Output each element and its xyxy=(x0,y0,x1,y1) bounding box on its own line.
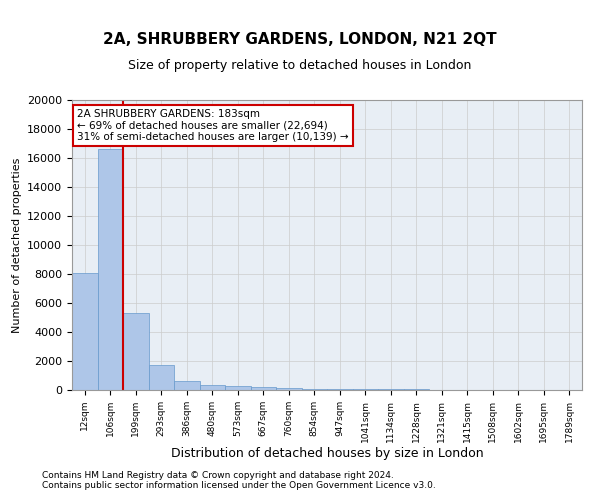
Bar xyxy=(302,388,327,390)
Bar xyxy=(174,380,199,390)
Bar xyxy=(149,364,174,390)
Bar xyxy=(327,389,353,390)
Bar xyxy=(97,150,123,390)
Bar xyxy=(251,387,276,390)
X-axis label: Distribution of detached houses by size in London: Distribution of detached houses by size … xyxy=(170,448,484,460)
Bar xyxy=(199,385,225,390)
Bar xyxy=(353,389,378,390)
Y-axis label: Number of detached properties: Number of detached properties xyxy=(11,158,22,332)
Text: 2A SHRUBBERY GARDENS: 183sqm
← 69% of detached houses are smaller (22,694)
31% o: 2A SHRUBBERY GARDENS: 183sqm ← 69% of de… xyxy=(77,108,349,142)
Bar xyxy=(72,272,97,390)
Text: 2A, SHRUBBERY GARDENS, LONDON, N21 2QT: 2A, SHRUBBERY GARDENS, LONDON, N21 2QT xyxy=(103,32,497,48)
Bar xyxy=(123,313,149,390)
Text: Size of property relative to detached houses in London: Size of property relative to detached ho… xyxy=(128,58,472,71)
Text: Contains HM Land Registry data © Crown copyright and database right 2024.
Contai: Contains HM Land Registry data © Crown c… xyxy=(42,470,436,490)
Bar xyxy=(276,388,302,390)
Bar xyxy=(225,386,251,390)
